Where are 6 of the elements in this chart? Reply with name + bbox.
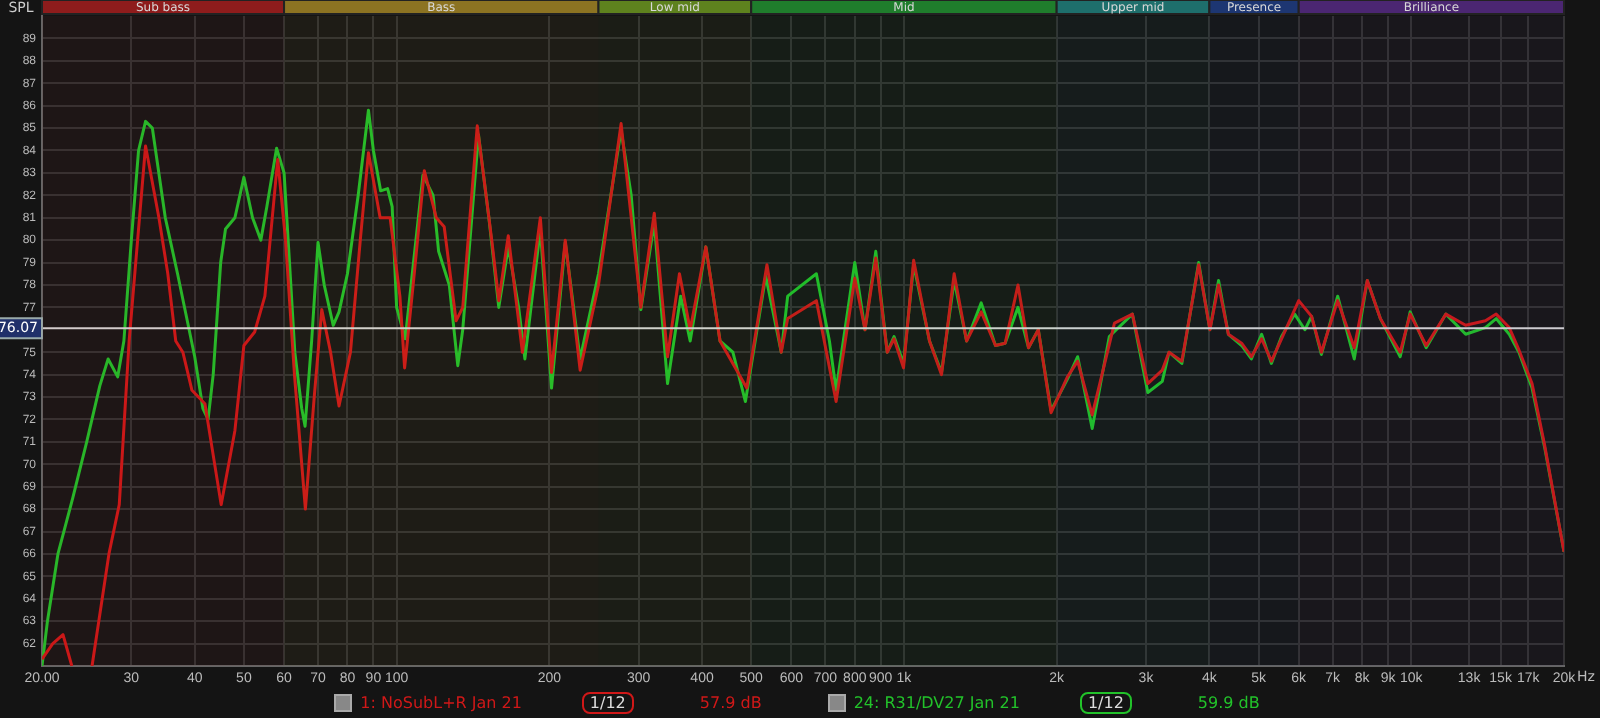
text: 1/12: [1079, 692, 1132, 714]
text: 1/12: [581, 692, 634, 714]
text: 57.9 dB: [697, 694, 764, 712]
text: 24: R31/DV27 Jan 21: [853, 694, 1020, 712]
text: 1: NoSubL+R Jan 21: [360, 694, 522, 712]
text: 59.9 dB: [1195, 694, 1262, 712]
